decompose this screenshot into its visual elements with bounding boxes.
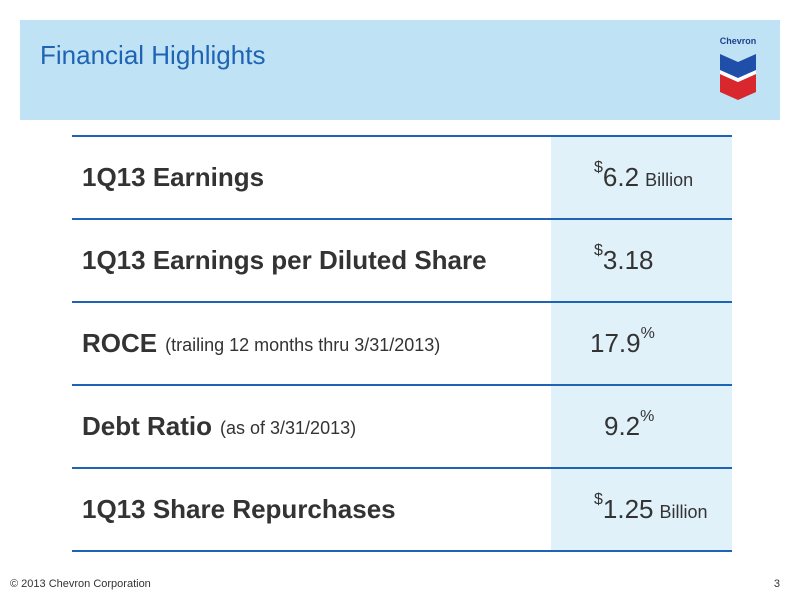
header-banner: Financial Highlights Chevron <box>20 20 780 120</box>
table-row: 1Q13 Share Repurchases $ 1.25 Billion <box>72 467 732 552</box>
value-prefix: $ <box>594 159 603 176</box>
row-value: $ 6.2 Billion <box>594 137 693 218</box>
row-label: 1Q13 Share Repurchases <box>82 469 396 550</box>
value-cell-bg <box>551 137 732 218</box>
page-number: 3 <box>773 578 780 590</box>
page-title: Financial Highlights <box>40 40 266 70</box>
row-label-text: ROCE <box>82 328 158 358</box>
value-number: 9.2 <box>604 411 641 441</box>
row-value: 17.9 % <box>590 303 655 384</box>
value-number: 6.2 <box>602 162 640 192</box>
row-value: 9.2 % <box>604 386 654 467</box>
row-label: 1Q13 Earnings <box>82 137 264 218</box>
row-value: $ 3.18 <box>594 220 654 301</box>
chevron-emblem-icon <box>720 54 756 100</box>
value-suffix: % <box>640 408 655 425</box>
chevron-logo: Chevron <box>716 36 760 102</box>
value-number: 3.18 <box>602 245 654 275</box>
copyright-text: © 2013 Chevron Corporation <box>10 578 151 590</box>
value-number: 1.25 <box>602 494 654 524</box>
row-value: $ 1.25 Billion <box>594 469 708 550</box>
row-label-note: (trailing 12 months thru 3/31/2013) <box>165 335 441 355</box>
value-cell-bg <box>551 386 732 467</box>
value-prefix: $ <box>594 242 603 259</box>
row-label-text: 1Q13 Earnings per Diluted Share <box>82 245 487 275</box>
value-suffix: % <box>640 325 655 342</box>
row-label-text: Debt Ratio <box>82 411 212 441</box>
row-label: Debt Ratio (as of 3/31/2013) <box>82 386 356 467</box>
row-label: 1Q13 Earnings per Diluted Share <box>82 220 487 301</box>
value-cell-bg <box>551 303 732 384</box>
table-row: Debt Ratio (as of 3/31/2013) 9.2 % <box>72 384 732 467</box>
highlights-table: 1Q13 Earnings $ 6.2 Billion 1Q13 Earning… <box>72 135 732 552</box>
value-prefix: $ <box>594 491 603 508</box>
logo-text: Chevron <box>719 36 757 46</box>
value-cell-bg <box>551 220 732 301</box>
value-unit: Billion <box>659 502 708 522</box>
table-row: 1Q13 Earnings $ 6.2 Billion <box>72 135 732 218</box>
row-label: ROCE (trailing 12 months thru 3/31/2013) <box>82 303 440 384</box>
table-row: ROCE (trailing 12 months thru 3/31/2013)… <box>72 301 732 384</box>
table-row: 1Q13 Earnings per Diluted Share $ 3.18 <box>72 218 732 301</box>
value-cell-bg <box>551 469 732 550</box>
row-label-text: 1Q13 Share Repurchases <box>82 494 396 524</box>
value-unit: Billion <box>645 170 694 190</box>
value-number: 17.9 <box>590 328 641 358</box>
row-label-text: 1Q13 Earnings <box>82 162 265 192</box>
row-label-note: (as of 3/31/2013) <box>220 418 357 438</box>
